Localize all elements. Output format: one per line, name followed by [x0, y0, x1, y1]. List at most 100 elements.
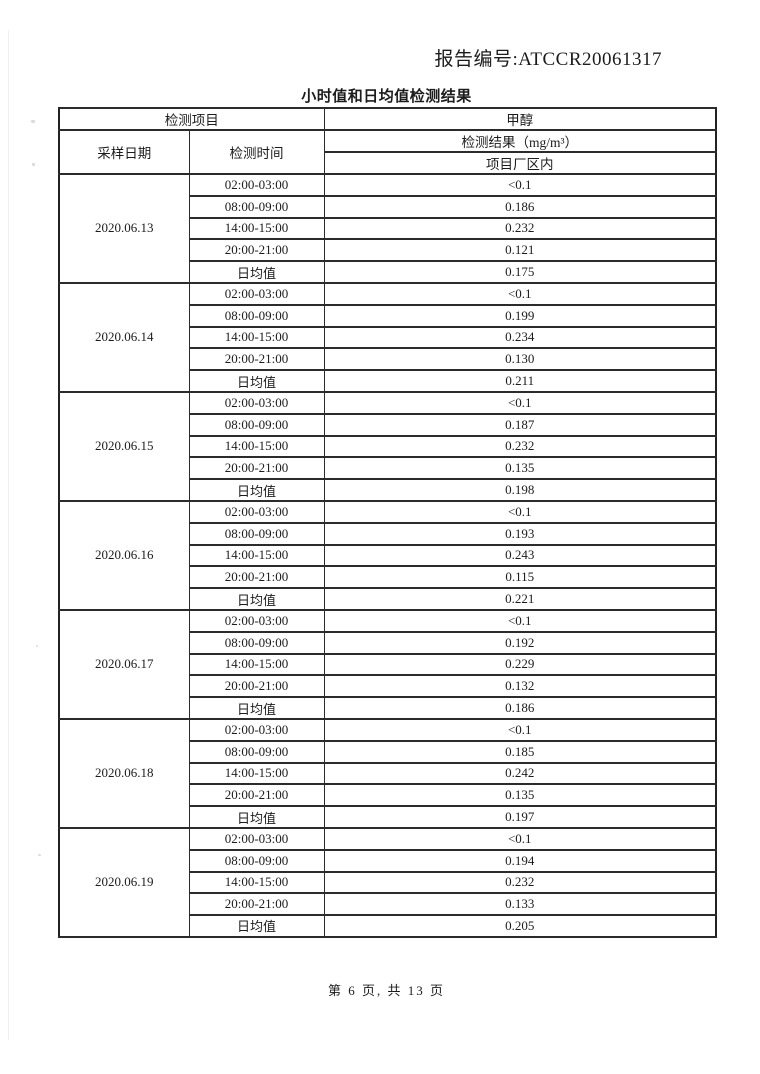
- scan-page-edge: [8, 30, 9, 1040]
- detection-time-cell: 02:00-03:00: [188, 173, 325, 197]
- result-value-cell: 0.243: [323, 543, 717, 568]
- results-table-body: 2020.06.13 02:00-03:00 <0.1 08:00-09:00 0.18…: [58, 173, 717, 938]
- result-value-cell: 0.115: [323, 565, 717, 590]
- table-row: 日均值 0.221: [59, 587, 717, 611]
- detection-time-cell: 08:00-09:00: [188, 303, 325, 328]
- table-row: 14:00-15:00 0.242: [59, 761, 717, 786]
- detection-time-cell: 20:00-21:00: [188, 783, 325, 808]
- result-value-cell: 0.187: [323, 412, 717, 437]
- result-value-cell: <0.1: [323, 390, 717, 415]
- sampling-date-cell: 2020.06.15: [58, 390, 190, 502]
- detection-time-cell: 08:00-09:00: [188, 412, 325, 437]
- detection-time-cell: 20:00-21:00: [188, 347, 325, 372]
- result-value-cell: 0.192: [323, 630, 717, 655]
- scan-speck: [38, 854, 41, 856]
- table-row: 20:00-21:00 0.115: [59, 565, 717, 590]
- result-value-cell: <0.1: [323, 281, 717, 306]
- result-value-cell: 0.211: [323, 369, 717, 393]
- table-row: 14:00-15:00 0.243: [59, 543, 717, 568]
- result-value-cell: 0.229: [323, 652, 717, 677]
- table-row: 08:00-09:00 0.193: [59, 521, 717, 546]
- daily-average-label-cell: 日均值: [188, 696, 325, 720]
- result-value-cell: 0.194: [323, 848, 717, 873]
- detection-time-cell: 20:00-21:00: [188, 238, 325, 263]
- header-substance: 甲醇: [323, 107, 717, 131]
- detection-time-cell: 02:00-03:00: [188, 608, 325, 633]
- result-value-cell: 0.133: [323, 892, 717, 917]
- table-row: 2020.06.14 02:00-03:00 <0.1: [58, 281, 717, 393]
- result-value-cell: 0.232: [323, 870, 717, 895]
- detection-time-cell: 20:00-21:00: [188, 456, 325, 481]
- result-value-cell: <0.1: [323, 717, 717, 742]
- result-value-cell: 0.232: [323, 434, 717, 459]
- page-footer: 第 6 页, 共 13 页: [327, 983, 445, 998]
- table-row: 2020.06.15 02:00-03:00 <0.1: [58, 390, 717, 502]
- table-row: 08:00-09:00 0.192: [59, 630, 717, 655]
- detection-time-cell: 14:00-15:00: [188, 870, 325, 895]
- header-location: 项目厂区内: [323, 151, 717, 175]
- sampling-date-cell: 2020.06.13: [58, 173, 190, 284]
- result-value-cell: <0.1: [323, 608, 717, 633]
- table-row: 日均值 0.175: [59, 260, 717, 284]
- table-row: 20:00-21:00 0.121: [59, 238, 717, 263]
- table-row: 14:00-15:00 0.234: [59, 325, 717, 350]
- detection-time-cell: 20:00-21:00: [188, 674, 325, 699]
- results-table: 检测项目 甲醇 采样日期 检测时间 检测结果（mg/m³） 项目厂区内 2020…: [58, 107, 717, 938]
- scan-speck: [31, 120, 35, 123]
- detection-time-cell: 14:00-15:00: [188, 325, 325, 350]
- result-value-cell: 0.185: [323, 739, 717, 764]
- detection-time-cell: 02:00-03:00: [188, 717, 325, 742]
- header-result-unit: 检测结果（mg/m³）: [323, 129, 717, 153]
- table-row: 14:00-15:00 0.232: [59, 434, 717, 459]
- detection-time-cell: 20:00-21:00: [188, 565, 325, 590]
- detection-time-cell: 08:00-09:00: [188, 739, 325, 764]
- detection-time-cell: 14:00-15:00: [188, 761, 325, 786]
- detection-time-cell: 14:00-15:00: [188, 543, 325, 568]
- header-sampling-date: 采样日期: [58, 129, 190, 175]
- sampling-date-cell: 2020.06.16: [58, 499, 190, 611]
- result-value-cell: 0.205: [323, 914, 717, 938]
- detection-time-cell: 08:00-09:00: [188, 848, 325, 873]
- detection-time-cell: 14:00-15:00: [188, 216, 325, 241]
- result-value-cell: 0.221: [323, 587, 717, 611]
- table-row: 日均值 0.198: [59, 478, 717, 502]
- detection-time-cell: 08:00-09:00: [188, 194, 325, 219]
- detection-time-cell: 02:00-03:00: [188, 826, 325, 851]
- table-row: 2020.06.13 02:00-03:00 <0.1: [58, 173, 717, 284]
- table-row: 08:00-09:00 0.199: [59, 303, 717, 328]
- detection-time-cell: 02:00-03:00: [188, 499, 325, 524]
- result-value-cell: 0.132: [323, 674, 717, 699]
- result-value-cell: 0.242: [323, 761, 717, 786]
- daily-average-label-cell: 日均值: [188, 587, 325, 611]
- table-row: 20:00-21:00 0.135: [59, 783, 717, 808]
- result-value-cell: 0.175: [323, 260, 717, 284]
- sampling-date-cell: 2020.06.18: [58, 717, 190, 829]
- detection-time-cell: 20:00-21:00: [188, 892, 325, 917]
- result-value-cell: <0.1: [323, 173, 717, 197]
- table-row: 08:00-09:00 0.186: [59, 194, 717, 219]
- result-value-cell: 0.197: [323, 805, 717, 829]
- detection-time-cell: 08:00-09:00: [188, 630, 325, 655]
- table-row: 14:00-15:00 0.232: [59, 870, 717, 895]
- result-value-cell: <0.1: [323, 499, 717, 524]
- table-row: 14:00-15:00 0.229: [59, 652, 717, 677]
- result-value-cell: 0.186: [323, 696, 717, 720]
- table-row: 14:00-15:00 0.232: [59, 216, 717, 241]
- sampling-date-cell: 2020.06.14: [58, 281, 190, 393]
- table-row: 20:00-21:00 0.133: [59, 892, 717, 917]
- daily-average-label-cell: 日均值: [188, 260, 325, 284]
- scan-speck: [36, 645, 38, 647]
- header-detection-time: 检测时间: [188, 129, 325, 175]
- table-row: 08:00-09:00 0.187: [59, 412, 717, 437]
- daily-average-label-cell: 日均值: [188, 369, 325, 393]
- report-number: 报告编号:ATCCR20061317: [434, 49, 662, 70]
- daily-average-label-cell: 日均值: [188, 805, 325, 829]
- result-value-cell: 0.234: [323, 325, 717, 350]
- table-row: 日均值 0.197: [59, 805, 717, 829]
- table-row: 日均值 0.205: [59, 914, 717, 938]
- results-table-header: 检测项目 甲醇 采样日期 检测时间 检测结果（mg/m³） 项目厂区内: [58, 107, 717, 175]
- table-row: 2020.06.17 02:00-03:00 <0.1: [58, 608, 717, 720]
- detection-time-cell: 08:00-09:00: [188, 521, 325, 546]
- table-row: 20:00-21:00 0.135: [59, 456, 717, 481]
